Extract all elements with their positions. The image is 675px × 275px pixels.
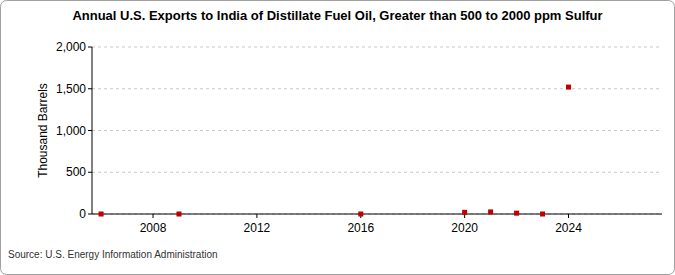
- y-tick: [88, 47, 92, 48]
- x-tick-label: 2008: [140, 221, 167, 235]
- point: [99, 212, 104, 217]
- y-axis: [92, 47, 93, 214]
- y-tick-label: 1,500: [56, 82, 86, 96]
- source: Source: U.S. Energy Information Administ…: [8, 249, 218, 260]
- x-tick-label: 2024: [555, 221, 582, 235]
- point: [514, 211, 519, 216]
- y-tick-label: 2,000: [56, 40, 86, 54]
- y-tick-label: 500: [66, 165, 86, 179]
- point: [488, 209, 493, 214]
- point: [540, 212, 545, 217]
- grid-line: [92, 172, 662, 173]
- x-tick: [568, 214, 569, 218]
- x-tick: [153, 214, 154, 218]
- frame: [1, 1, 675, 275]
- y-tick: [88, 214, 92, 215]
- point: [176, 212, 181, 217]
- point: [462, 210, 467, 215]
- y-axis-label: Thousand Barrels: [36, 83, 50, 178]
- x-tick: [256, 214, 257, 218]
- y-tick-label: 0: [79, 207, 86, 221]
- x-tick-label: 2020: [451, 221, 478, 235]
- point: [358, 212, 363, 217]
- grid-line: [92, 130, 662, 131]
- grid-line: [92, 47, 662, 48]
- grid-line: [92, 88, 662, 89]
- y-tick: [88, 172, 92, 173]
- points: [99, 85, 571, 217]
- title: Annual U.S. Exports to India of Distilla…: [72, 8, 602, 23]
- y-tick: [88, 88, 92, 89]
- chart: Annual U.S. Exports to India of Distilla…: [0, 0, 675, 275]
- point: [566, 85, 571, 90]
- y-tick-label: 1,000: [56, 124, 86, 138]
- y-tick: [88, 130, 92, 131]
- x-tick-label: 2012: [244, 221, 271, 235]
- x-tick-label: 2016: [347, 221, 374, 235]
